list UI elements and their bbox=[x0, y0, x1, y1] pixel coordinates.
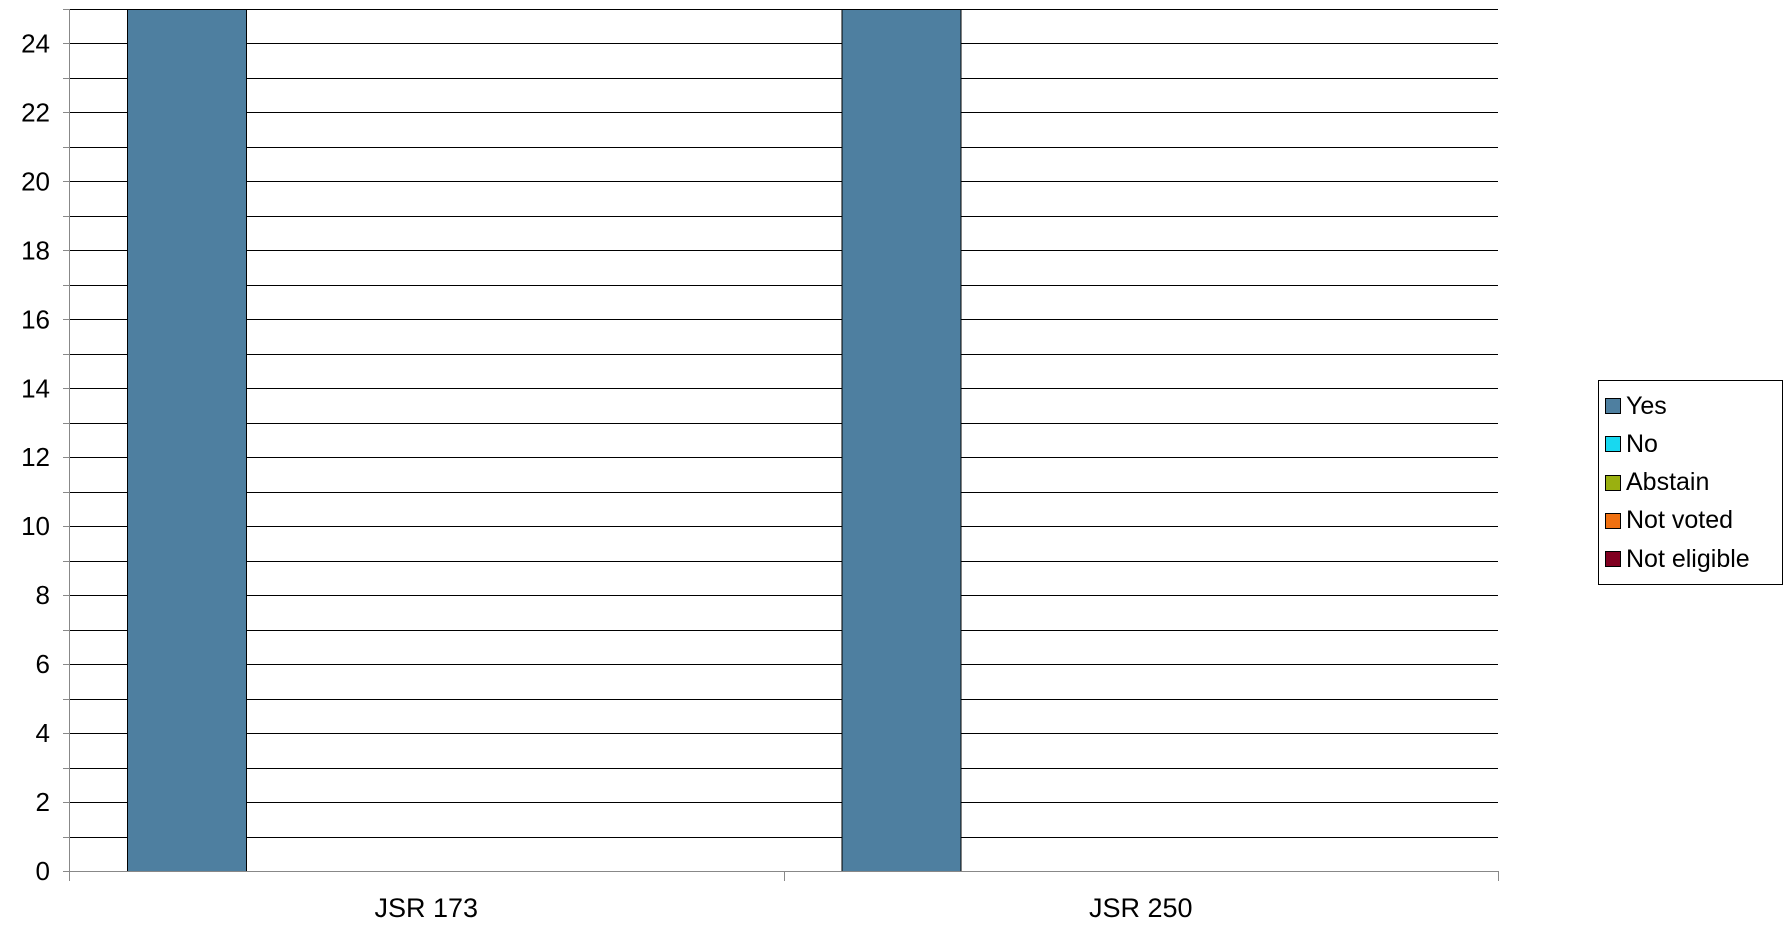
y-tick-label: 2 bbox=[36, 787, 50, 817]
x-tick-labels: JSR 173 JSR 250 bbox=[374, 893, 1192, 923]
y-tick-label: 10 bbox=[21, 511, 50, 541]
legend-swatch bbox=[1605, 436, 1621, 453]
y-tick-label: 0 bbox=[36, 856, 50, 886]
legend-label: Not eligible bbox=[1626, 544, 1750, 573]
legend-swatch bbox=[1605, 551, 1621, 567]
y-tick-label: 12 bbox=[21, 442, 50, 472]
y-tick-label: 8 bbox=[36, 580, 50, 610]
y-tick-label: 24 bbox=[21, 28, 50, 58]
legend-label: No bbox=[1626, 429, 1658, 458]
y-tick-label: 4 bbox=[36, 718, 50, 748]
legend-label: Yes bbox=[1626, 391, 1667, 420]
legend-item: Not eligible bbox=[1605, 544, 1776, 574]
legend-label: Abstain bbox=[1626, 468, 1710, 496]
y-tick-label: 20 bbox=[21, 166, 50, 196]
legend-item: No bbox=[1605, 429, 1776, 459]
legend-item: Yes bbox=[1605, 391, 1776, 421]
y-tick-label: 6 bbox=[36, 649, 50, 679]
gridlines bbox=[69, 9, 1498, 838]
legend-item: Abstain bbox=[1605, 468, 1776, 498]
legend-swatch bbox=[1605, 512, 1621, 529]
legend: Yes No Abstain Not voted Not eligible bbox=[1598, 380, 1783, 585]
legend-label: Not voted bbox=[1626, 506, 1734, 535]
y-tick-label: 14 bbox=[21, 373, 50, 403]
axes bbox=[63, 9, 1499, 881]
bar-yes-1 bbox=[841, 9, 962, 872]
x-category-label: JSR 173 bbox=[374, 893, 478, 923]
bar-yes-0 bbox=[127, 9, 247, 872]
legend-swatch bbox=[1605, 474, 1621, 491]
y-tick-label: 18 bbox=[21, 235, 50, 265]
bars bbox=[127, 9, 962, 872]
legend-item: Not voted bbox=[1605, 506, 1776, 536]
legend-swatch bbox=[1605, 398, 1621, 414]
x-category-label: JSR 250 bbox=[1089, 893, 1193, 923]
y-tick-label: 16 bbox=[21, 304, 50, 334]
y-tick-label: 22 bbox=[21, 97, 50, 127]
